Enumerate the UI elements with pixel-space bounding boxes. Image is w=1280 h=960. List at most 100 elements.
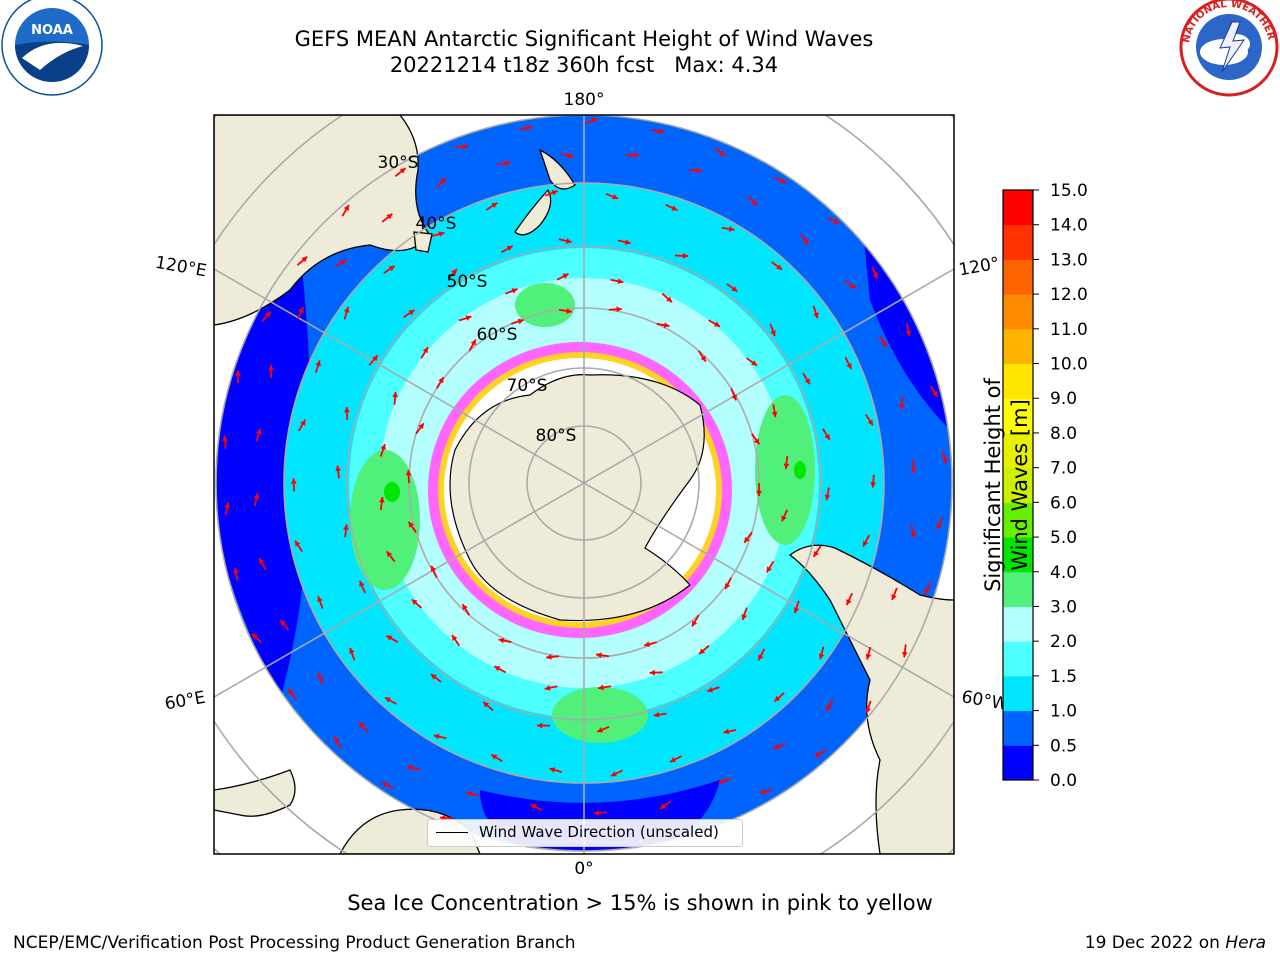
colorbar-swatch — [1003, 710, 1033, 746]
wave-direction-arrowhead — [349, 647, 355, 654]
wave-direction-arrowhead — [408, 521, 414, 528]
wave-direction-arrowhead — [846, 363, 852, 370]
wave-direction-arrowhead — [610, 771, 617, 777]
wave-direction-arrowhead — [616, 306, 622, 313]
wave-direction-arrowhead — [483, 701, 490, 708]
colorbar-swatch — [1003, 502, 1033, 538]
wave-direction-arrowhead — [411, 599, 418, 606]
wave-direction-arrowhead — [301, 256, 308, 263]
wave-direction-arrowhead — [597, 727, 604, 733]
colorbar-tick-label: 2.0 — [1050, 632, 1077, 652]
colorbar-swatch — [1003, 363, 1033, 399]
wave-direction-arrowhead — [253, 493, 260, 499]
colorbar-tick-label: 5.0 — [1050, 528, 1077, 548]
wave-direction-arrowhead — [770, 330, 776, 337]
wave-direction-arrowhead — [408, 310, 415, 316]
map-legend: Wind Wave Direction (unscaled) — [427, 819, 743, 847]
wave-direction-arrowhead — [566, 308, 572, 314]
wave-direction-arrowhead — [418, 423, 424, 430]
wave-direction-arrowhead — [562, 273, 569, 279]
lon-label-0: 0° — [574, 859, 593, 879]
wave-direction-arrowhead — [511, 288, 518, 294]
wave-direction-arrowhead — [666, 296, 673, 303]
wave-direction-arrowhead — [865, 707, 871, 714]
wind-wave-arrows — [222, 117, 948, 844]
colorbar-swatch — [1003, 641, 1033, 677]
colorbar: 0.0 0.5 1.0 1.5 2.0 3.0 4.0 5.0 6.0 7.0 8.0 9.0 10.0… — [1002, 181, 1088, 791]
wave-direction-arrowhead — [491, 754, 498, 760]
wave-direction-arrowhead — [596, 652, 602, 659]
wave-direction-arrowhead — [649, 669, 656, 676]
wave-direction-arrowhead — [846, 599, 852, 606]
wave-direction-arrowhead — [881, 340, 887, 347]
wave-direction-arrowhead — [343, 204, 349, 211]
lat-label-70s: 70°S — [507, 376, 548, 396]
wave-direction-arrowhead — [612, 193, 619, 200]
wave-direction-arrowhead — [658, 128, 664, 134]
wave-direction-arrowhead — [568, 152, 574, 159]
wave-direction-arrowhead — [526, 125, 532, 131]
wave-direction-arrowhead — [700, 355, 706, 362]
wave-direction-arrowhead — [872, 272, 878, 279]
wave-direction-arrowhead — [233, 567, 239, 574]
wave-direction-arrowhead — [546, 654, 552, 660]
wave-direction-arrowhead — [295, 540, 301, 547]
colorbar-swatch — [1003, 537, 1033, 573]
colorbar-tick-label: 6.0 — [1050, 493, 1077, 513]
wave-direction-arrowhead — [407, 765, 413, 771]
wave-direction-arrowhead — [290, 478, 297, 484]
wave-direction-arrowhead — [813, 312, 819, 319]
wave-direction-arrowhead — [386, 551, 393, 558]
wave-direction-arrowhead — [936, 523, 942, 530]
colorbar-swatch — [1003, 224, 1033, 260]
wave-direction-arrowhead — [551, 190, 558, 196]
wave-direction-arrowhead — [438, 377, 444, 384]
legend-line-swatch — [436, 832, 468, 833]
wave-direction-arrowhead — [300, 419, 306, 426]
wave-direction-arrowhead — [723, 728, 730, 735]
wave-direction-arrowhead — [863, 540, 869, 547]
lat-label-50s: 50°S — [447, 272, 488, 292]
wave-direction-arrowhead — [235, 370, 241, 376]
wave-direction-arrowhead — [256, 428, 262, 435]
wave-direction-arrowhead — [265, 311, 271, 318]
wave-direction-arrowhead — [773, 743, 780, 750]
wave-direction-arrowhead — [910, 467, 917, 474]
wave-direction-arrowhead — [653, 711, 660, 718]
wave-direction-arrowhead — [465, 315, 472, 321]
colorbar-swatch — [1003, 328, 1033, 365]
colorbar-axis-title: Significant Height of Wind Waves [m] — [981, 378, 1032, 592]
legend-label: Wind Wave Direction (unscaled) — [479, 823, 719, 841]
colorbar-tick-label: 3.0 — [1050, 597, 1077, 617]
wave-direction-arrowhead — [671, 205, 678, 211]
wave-direction-arrowhead — [251, 633, 258, 640]
wave-direction-arrowhead — [440, 178, 446, 184]
wave-direction-arrowhead — [659, 803, 666, 809]
colorbar-swatch — [1003, 432, 1033, 469]
wave-direction-arrowhead — [268, 365, 274, 371]
wave-direction-arrowhead — [494, 666, 501, 672]
wave-direction-arrowhead — [517, 318, 524, 325]
wave-direction-arrowhead — [451, 635, 458, 642]
wave-direction-arrowhead — [941, 457, 948, 464]
wave-direction-arrowhead — [624, 239, 631, 245]
wave-direction-arrowhead — [644, 641, 650, 647]
wave-direction-arrowhead — [707, 686, 714, 693]
lat-label-30s: 30°S — [378, 153, 419, 173]
lat-label-80s: 80°S — [536, 426, 577, 446]
wave-direction-arrowhead — [824, 433, 830, 440]
chart-title-line1: GEFS MEAN Antarctic Significant Height o… — [294, 27, 874, 51]
wave-direction-arrowhead — [898, 403, 905, 410]
colorbar-swatch — [1003, 259, 1033, 295]
wave-direction-arrowhead — [388, 265, 395, 272]
wave-direction-arrowhead — [766, 566, 772, 573]
wave-direction-arrowhead — [344, 407, 350, 413]
colorbar-swatch — [1003, 190, 1033, 226]
wave-direction-arrowhead — [901, 651, 908, 658]
wave-direction-arrowhead — [758, 654, 764, 661]
wave-direction-arrowhead — [358, 721, 365, 728]
wave-direction-arrowhead — [728, 226, 735, 232]
wave-direction-arrowhead — [498, 637, 505, 644]
footer-date-text: 19 Dec 2022 on — [1084, 933, 1220, 953]
wave-direction-arrowhead — [438, 231, 445, 237]
